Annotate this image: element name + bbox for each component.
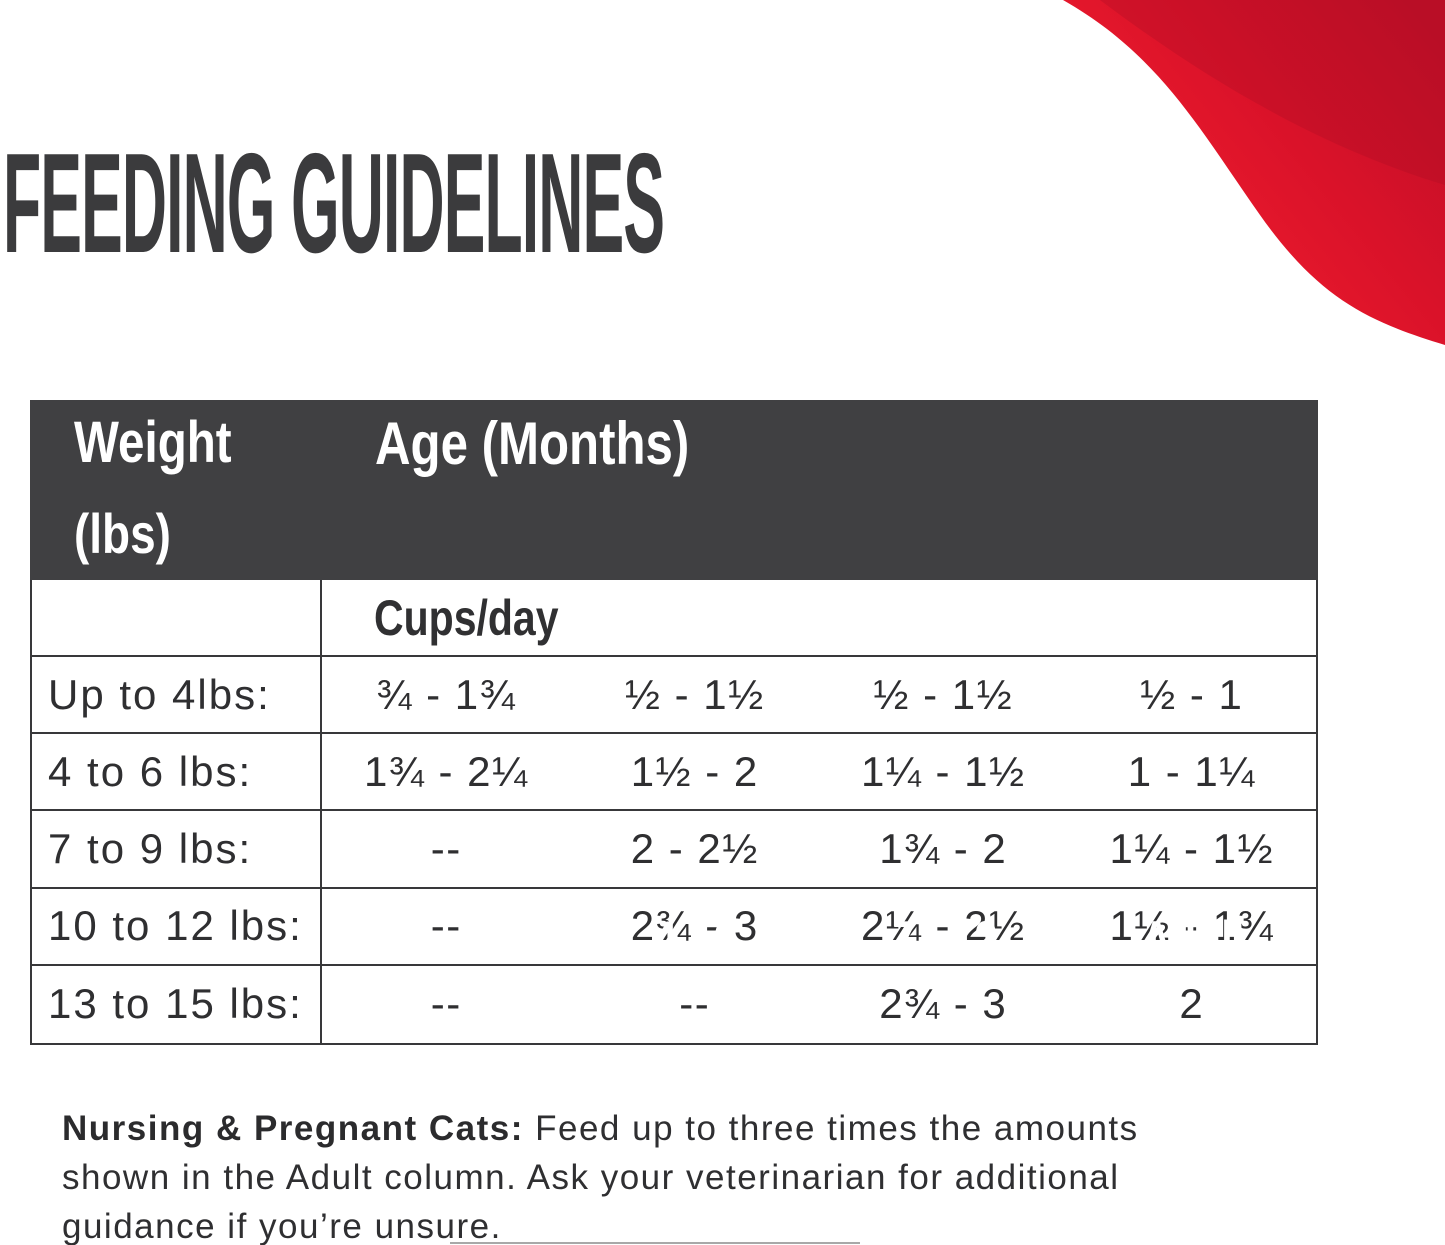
value-cell: -- [430,825,462,873]
spacer-cell [30,914,322,964]
page-title-wrap: FEEDING GUIDELINES [3,133,1445,275]
value-cell: 2¾ - 3 [879,980,1008,1028]
table-body: Cups/day Up to 4lbs: ¾ - 1¾ ½ - 1½ ½ - 1… [30,580,1318,1045]
age-months-header: Age (Months) [375,410,690,477]
cropped-divider-line [450,1242,860,1244]
nursing-note: Nursing & Pregnant Cats: Feed up to thre… [62,1104,1139,1245]
note-line: guidance if you’re unsure. [62,1207,502,1245]
table-row: Up to 4lbs: ¾ - 1¾ ½ - 1½ ½ - 1½ ½ - 1 [32,657,1316,735]
units-label: Cups/day [374,589,559,646]
weight-cell: 7 to 9 lbs: [32,811,322,887]
age-column-label-4-6: 4 - 6 [654,911,737,967]
age-column-label-adult: Adult [1141,911,1246,967]
value-cell: 1¼ - 1½ [1109,825,1275,873]
note-line: Nursing & Pregnant Cats: Feed up to thre… [62,1104,1139,1153]
value-cell: -- [430,980,462,1028]
value-cell: 1 - 1¼ [1127,747,1256,795]
value-cell: 2¼ - 2½ [860,902,1026,950]
note-bold-label: Nursing & Pregnant Cats: [62,1109,524,1148]
weight-cell: 13 to 15 lbs: [32,965,322,1043]
value-cell: 1½ - 2 [630,747,759,795]
units-cell: Cups/day [322,580,1316,655]
table-row: 10 to 12 lbs: -- 2¾ - 3 2¼ - 2½ 1½ - 1¾ [32,888,1316,966]
value-cell: 1½ - 1¾ [1109,902,1275,950]
age-column-label-7-12: 7 - 12 [892,911,997,967]
weight-cell: Up to 4lbs: [32,657,322,733]
age-column-label-2-4: 2 - 4 [405,911,488,967]
feeding-table: Weight (lbs) Age (Months) 2 - 4 4 - 6 7 … [30,400,1318,1045]
table-header: Weight (lbs) Age (Months) 2 - 4 4 - 6 7 … [30,400,1318,964]
weight-cell: 4 to 6 lbs: [32,734,322,810]
value-cell: -- [679,980,711,1028]
units-row: Cups/day [32,580,1316,658]
value-cell: ¾ - 1¾ [376,670,517,718]
age-column-labels: 2 - 4 4 - 6 7 - 12 Adult [30,914,1318,964]
note-text: Feed up to three times the amounts [523,1109,1139,1148]
table-row: 7 to 9 lbs: -- 2 - 2½ 1¾ - 2 1¼ - 1½ [32,811,1316,889]
value-cell: 2¾ - 3 [630,902,759,950]
value-cell: ½ - 1½ [624,670,765,718]
weight-cell: 10 to 12 lbs: [32,888,322,964]
value-cell: 2 [1179,980,1205,1028]
table-row: 13 to 15 lbs: -- -- 2¾ - 3 2 [32,965,1316,1043]
weight-cell [32,580,322,656]
value-cell: 1¾ - 2 [879,825,1008,873]
weight-unit-label: (lbs) [74,502,171,565]
value-cell: ½ - 1½ [873,670,1014,718]
page-title: FEEDING GUIDELINES [3,124,665,283]
note-line: shown in the Adult column. Ask your vete… [62,1158,1120,1197]
weight-column-header: Weight [74,410,232,475]
value-cell: 2 - 2½ [630,825,759,873]
table-row: 4 to 6 lbs: 1¾ - 2¼ 1½ - 2 1¼ - 1½ 1 - 1… [32,734,1316,812]
value-cell: 1¾ - 2¼ [363,747,529,795]
value-cell: ½ - 1 [1140,670,1244,718]
value-cell: -- [430,902,462,950]
value-cell: 1¼ - 1½ [860,747,1026,795]
